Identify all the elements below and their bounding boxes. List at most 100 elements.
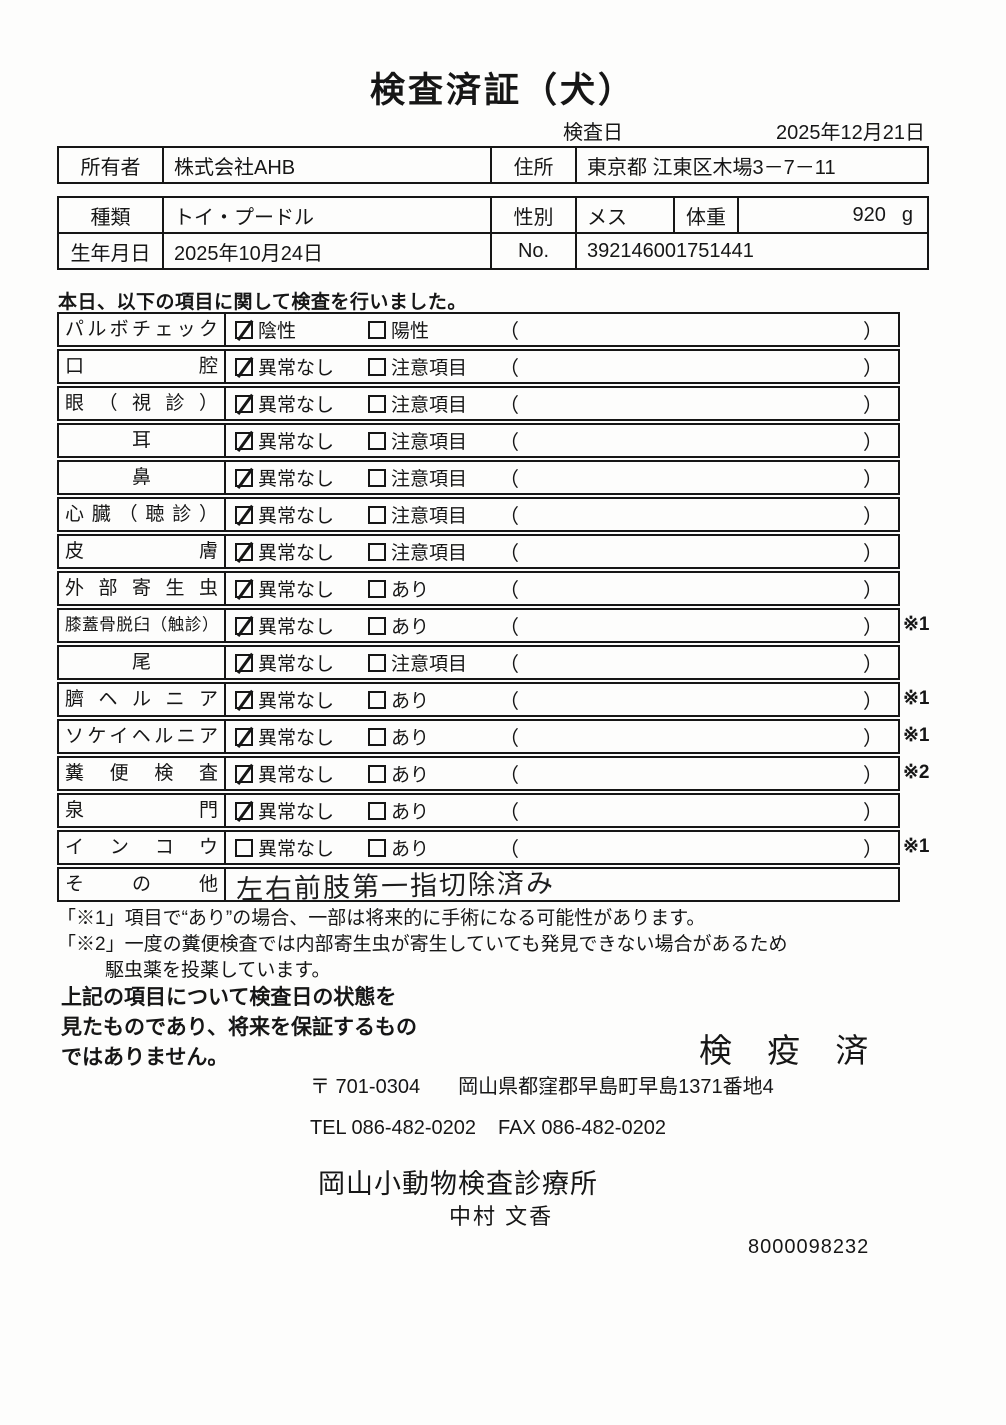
exam-row-other: その他 左右前肢第一指切除済み xyxy=(57,867,900,906)
note-paren-open: （ xyxy=(499,358,519,380)
exam-row-cryptorchidism: インコウ 異常なし あり （ ） ※1 xyxy=(57,830,930,865)
option-label: 異常なし xyxy=(258,617,335,638)
veterinarian-name: 中村 文香 xyxy=(449,1204,554,1229)
exam-row-external-parasites: 外部寄生虫 異常なし あり （ ） xyxy=(57,571,900,606)
checkbox-present xyxy=(368,727,386,746)
exam-row-oral: 口腔 異常なし 注意項目 （ ） xyxy=(57,349,900,384)
checkbox-normal xyxy=(235,468,253,487)
option-label: 異常なし xyxy=(258,728,335,749)
checkbox-normal xyxy=(235,431,253,450)
note-paren-open: （ xyxy=(499,432,519,454)
clinic-fax: FAX 086-482-0202 xyxy=(498,1117,666,1139)
exam-row-ears: 耳 異常なし 注意項目 （ ） xyxy=(57,423,900,458)
option-label: 注意項目 xyxy=(391,432,468,453)
weight-number: 920 xyxy=(852,203,886,226)
checkbox-normal xyxy=(235,653,253,672)
certificate-no-label: No. xyxy=(492,234,575,268)
option-label: 異常なし xyxy=(258,580,335,601)
owner-label: 所有者 xyxy=(59,148,162,182)
birthdate-label: 生年月日 xyxy=(59,234,162,268)
checkbox-caution xyxy=(368,357,386,376)
checkbox-normal xyxy=(235,505,253,524)
checkbox-caution xyxy=(368,542,386,561)
inspection-date-value: 2025年12月21日 xyxy=(776,122,925,144)
footnote-2: 「※2」一度の糞便検査では内部寄生虫が寄生していても発見できない場合があるため xyxy=(57,934,788,955)
checkbox-normal xyxy=(235,801,253,820)
option-label: あり xyxy=(391,580,430,601)
checkbox-present xyxy=(368,690,386,709)
intro-sentence: 本日、以下の項目に関して検査を行いました。 xyxy=(58,292,467,313)
note-paren-close: ） xyxy=(863,321,883,343)
checkbox-positive xyxy=(368,320,386,339)
clinic-contact-line: TEL 086-482-0202 FAX 086-482-0202 xyxy=(310,1117,666,1140)
breed-label: 種類 xyxy=(59,198,162,232)
checkbox-present xyxy=(368,838,386,857)
footnotes: 「※1」項目で“あり”の場合、一部は将来的に手術になる可能性があります。 「※2… xyxy=(57,906,787,984)
note-paren-close: ） xyxy=(863,432,883,454)
option-label: 注意項目 xyxy=(391,469,468,490)
owner-address: 東京都 江東区木場3－7－11 xyxy=(577,148,927,182)
checkbox-caution xyxy=(368,431,386,450)
note-paren-close: ） xyxy=(863,691,883,713)
exam-item-label: 心臓（聴診） xyxy=(59,499,226,530)
option-label: 異常なし xyxy=(258,395,335,416)
weight-label: 体重 xyxy=(675,198,737,232)
note-paren-close: ） xyxy=(863,839,883,861)
clinic-postal-line: 〒 701-0304 岡山県都窪郡早島町早島1371番地4 xyxy=(310,1070,774,1099)
note-paren-close: ） xyxy=(863,802,883,824)
note-paren-open: （ xyxy=(499,691,519,713)
birthdate-value: 2025年10月24日 xyxy=(164,234,490,268)
option-label: 異常なし xyxy=(258,691,335,712)
footnote-mark: ※1 xyxy=(903,688,930,709)
option-label: 注意項目 xyxy=(391,506,468,527)
checkbox-caution xyxy=(368,653,386,672)
checkbox-normal xyxy=(235,394,253,413)
handwritten-note: 左右前肢第一指切除済み xyxy=(235,868,556,906)
disclaimer-line: ではありません。 xyxy=(61,1046,229,1069)
exam-row-parvo: パルボチェック 陰性 陽性 （ ） xyxy=(57,312,900,347)
note-paren-open: （ xyxy=(499,654,519,676)
note-paren-close: ） xyxy=(863,617,883,639)
exam-item-label: 耳 xyxy=(59,425,226,456)
note-paren-open: （ xyxy=(499,728,519,750)
option-label: 注意項目 xyxy=(391,654,468,675)
footnote-mark: ※1 xyxy=(903,725,930,746)
note-paren-open: （ xyxy=(499,469,519,491)
checkbox-normal xyxy=(235,616,253,635)
footnote-mark: ※1 xyxy=(903,614,930,635)
disclaimer: 上記の項目について検査日の状態を 見たものであり、将来を保証するもの ではありま… xyxy=(61,983,417,1073)
note-paren-close: ） xyxy=(863,469,883,491)
option-label: あり xyxy=(391,765,430,786)
note-paren-close: ） xyxy=(863,543,883,565)
owner-name: 株式会社AHB xyxy=(164,148,490,182)
exam-row-umbilical-hernia: 臍ヘルニア 異常なし あり （ ） ※1 xyxy=(57,682,930,717)
exam-item-label: 糞便検査 xyxy=(59,758,226,789)
owner-table: 所有者 株式会社AHB 住所 東京都 江東区木場3－7－11 xyxy=(57,146,929,184)
exam-row-nose: 鼻 異常なし 注意項目 （ ） xyxy=(57,460,900,495)
note-paren-close: ） xyxy=(863,580,883,602)
option-label: 異常なし xyxy=(258,654,335,675)
option-label: 異常なし xyxy=(258,506,335,527)
inspection-date-label: 検査日 xyxy=(563,122,623,144)
clinic-address: 岡山県都窪郡早島町早島1371番地4 xyxy=(458,1076,774,1098)
checkbox-caution xyxy=(368,394,386,413)
note-paren-open: （ xyxy=(499,765,519,787)
option-label: あり xyxy=(391,691,430,712)
exam-item-label: 尾 xyxy=(59,647,226,678)
option-label: 異常なし xyxy=(258,765,335,786)
exam-row-skin: 皮膚 異常なし 注意項目 （ ） xyxy=(57,534,900,569)
exam-item-label: 鼻 xyxy=(59,462,226,493)
checkbox-negative xyxy=(235,320,253,339)
exam-row-eyes: 眼（視診） 異常なし 注意項目 （ ） xyxy=(57,386,900,421)
option-label: 異常なし xyxy=(258,432,335,453)
exam-item-label: 外部寄生虫 xyxy=(59,573,226,604)
exam-row-fontanelle: 泉門 異常なし あり （ ） xyxy=(57,793,900,828)
checkbox-normal xyxy=(235,838,253,857)
disclaimer-line: 上記の項目について検査日の状態を xyxy=(61,986,397,1009)
option-label: 異常なし xyxy=(258,543,335,564)
exam-item-label: 眼（視診） xyxy=(59,388,226,419)
breed-value: トイ・プードル xyxy=(164,198,490,232)
checkbox-caution xyxy=(368,505,386,524)
exam-item-label: その他 xyxy=(59,869,226,900)
note-paren-close: ） xyxy=(863,765,883,787)
